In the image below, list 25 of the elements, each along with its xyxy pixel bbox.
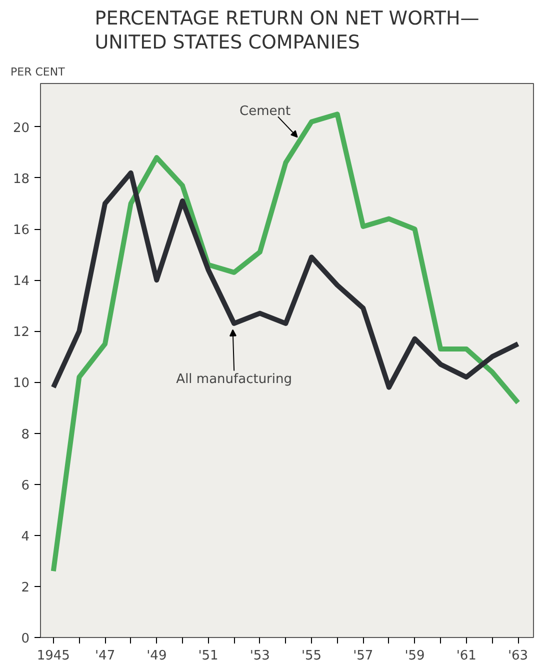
x-tick-label: '53 xyxy=(250,648,270,664)
y-tick-label: 10 xyxy=(12,376,30,392)
x-tick-label: '57 xyxy=(353,648,374,664)
y-tick-label: 8 xyxy=(21,427,30,442)
y-tick-label: 18 xyxy=(12,172,30,187)
y-tick-label: 16 xyxy=(12,223,30,238)
y-tick-label: 20 xyxy=(12,120,30,136)
y-tick-label: 2 xyxy=(21,580,30,596)
annotation: All manufacturing xyxy=(176,372,292,387)
y-axis-title: PER CENT xyxy=(10,66,66,78)
chart-title: PERCENTAGE RETURN ON NET WORTH— UNITED STATES COMPANIES xyxy=(94,7,480,54)
y-tick-label: 6 xyxy=(21,478,30,494)
x-tick-label: '55 xyxy=(301,648,322,664)
y-tick-label: 4 xyxy=(21,529,30,544)
y-tick-label: 12 xyxy=(12,325,30,340)
y-tick-label: 0 xyxy=(21,632,30,646)
x-tick-label: 1945 xyxy=(36,648,70,664)
x-tick-label: '63 xyxy=(508,648,528,664)
x-tick-label: '49 xyxy=(146,648,167,664)
x-tick-label: '61 xyxy=(456,648,476,664)
y-tick-label: 14 xyxy=(12,274,30,290)
x-tick-label: '51 xyxy=(198,648,218,664)
annotation: Cement xyxy=(240,104,291,120)
x-tick-label: '59 xyxy=(404,648,425,664)
x-tick-label: '47 xyxy=(94,648,116,664)
